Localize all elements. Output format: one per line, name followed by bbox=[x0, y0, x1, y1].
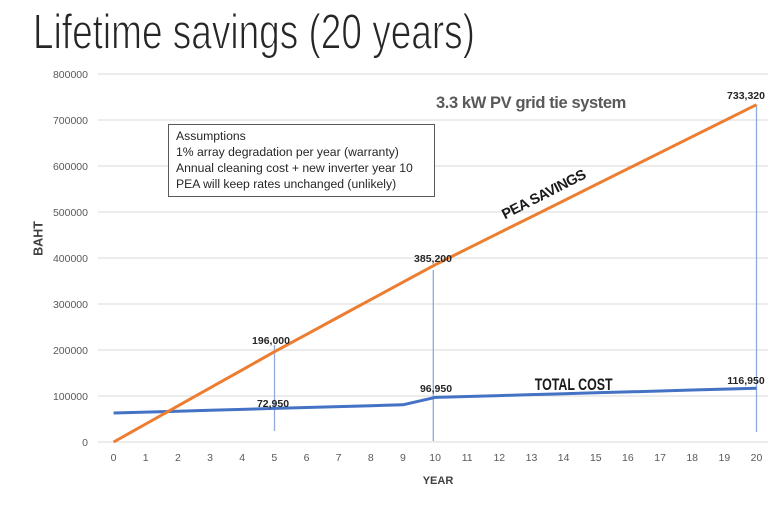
svg-text:196,000: 196,000 bbox=[252, 335, 290, 347]
svg-text:15: 15 bbox=[590, 452, 602, 464]
svg-text:200000: 200000 bbox=[53, 345, 88, 357]
svg-text:YEAR: YEAR bbox=[423, 475, 454, 487]
svg-text:8: 8 bbox=[368, 452, 374, 464]
svg-text:3.3 kW PV grid tie system: 3.3 kW PV grid tie system bbox=[436, 94, 626, 112]
svg-text:13: 13 bbox=[526, 452, 538, 464]
svg-text:PEA will keep rates unchanged: PEA will keep rates unchanged (unlikely) bbox=[176, 177, 396, 191]
svg-text:20: 20 bbox=[751, 452, 763, 464]
svg-text:385,200: 385,200 bbox=[414, 253, 452, 265]
svg-text:800000: 800000 bbox=[53, 69, 88, 81]
svg-text:2: 2 bbox=[175, 452, 181, 464]
svg-text:4: 4 bbox=[239, 452, 245, 464]
svg-text:1: 1 bbox=[143, 452, 149, 464]
svg-text:6: 6 bbox=[304, 452, 310, 464]
svg-text:3: 3 bbox=[207, 452, 213, 464]
svg-text:Annual cleaning cost + new inv: Annual cleaning cost + new inverter year… bbox=[176, 161, 413, 175]
svg-text:400000: 400000 bbox=[53, 253, 88, 265]
svg-text:96,950: 96,950 bbox=[420, 383, 452, 395]
svg-text:17: 17 bbox=[654, 452, 666, 464]
svg-text:116,950: 116,950 bbox=[727, 375, 765, 387]
svg-text:18: 18 bbox=[686, 452, 698, 464]
svg-text:1% array degradation per year: 1% array degradation per year (warranty) bbox=[176, 145, 399, 159]
svg-text:Assumptions: Assumptions bbox=[176, 129, 246, 143]
svg-text:600000: 600000 bbox=[53, 161, 88, 173]
svg-text:700000: 700000 bbox=[53, 115, 88, 127]
svg-text:500000: 500000 bbox=[53, 207, 88, 219]
svg-text:0: 0 bbox=[82, 437, 88, 449]
svg-text:5: 5 bbox=[271, 452, 277, 464]
svg-text:0: 0 bbox=[111, 452, 117, 464]
svg-text:7: 7 bbox=[336, 452, 342, 464]
svg-text:TOTAL COST: TOTAL COST bbox=[535, 376, 613, 394]
svg-text:733,320: 733,320 bbox=[727, 90, 765, 102]
svg-text:72,950: 72,950 bbox=[257, 398, 289, 410]
svg-text:12: 12 bbox=[493, 452, 505, 464]
svg-text:19: 19 bbox=[719, 452, 731, 464]
svg-text:BAHT: BAHT bbox=[32, 221, 46, 256]
svg-text:16: 16 bbox=[622, 452, 634, 464]
svg-text:11: 11 bbox=[462, 452, 473, 464]
svg-text:10: 10 bbox=[429, 452, 441, 464]
svg-text:300000: 300000 bbox=[53, 299, 88, 311]
svg-text:9: 9 bbox=[400, 452, 406, 464]
svg-text:100000: 100000 bbox=[53, 391, 88, 403]
svg-text:14: 14 bbox=[558, 452, 570, 464]
svg-text:Lifetime savings (20 years): Lifetime savings (20 years) bbox=[33, 5, 475, 59]
